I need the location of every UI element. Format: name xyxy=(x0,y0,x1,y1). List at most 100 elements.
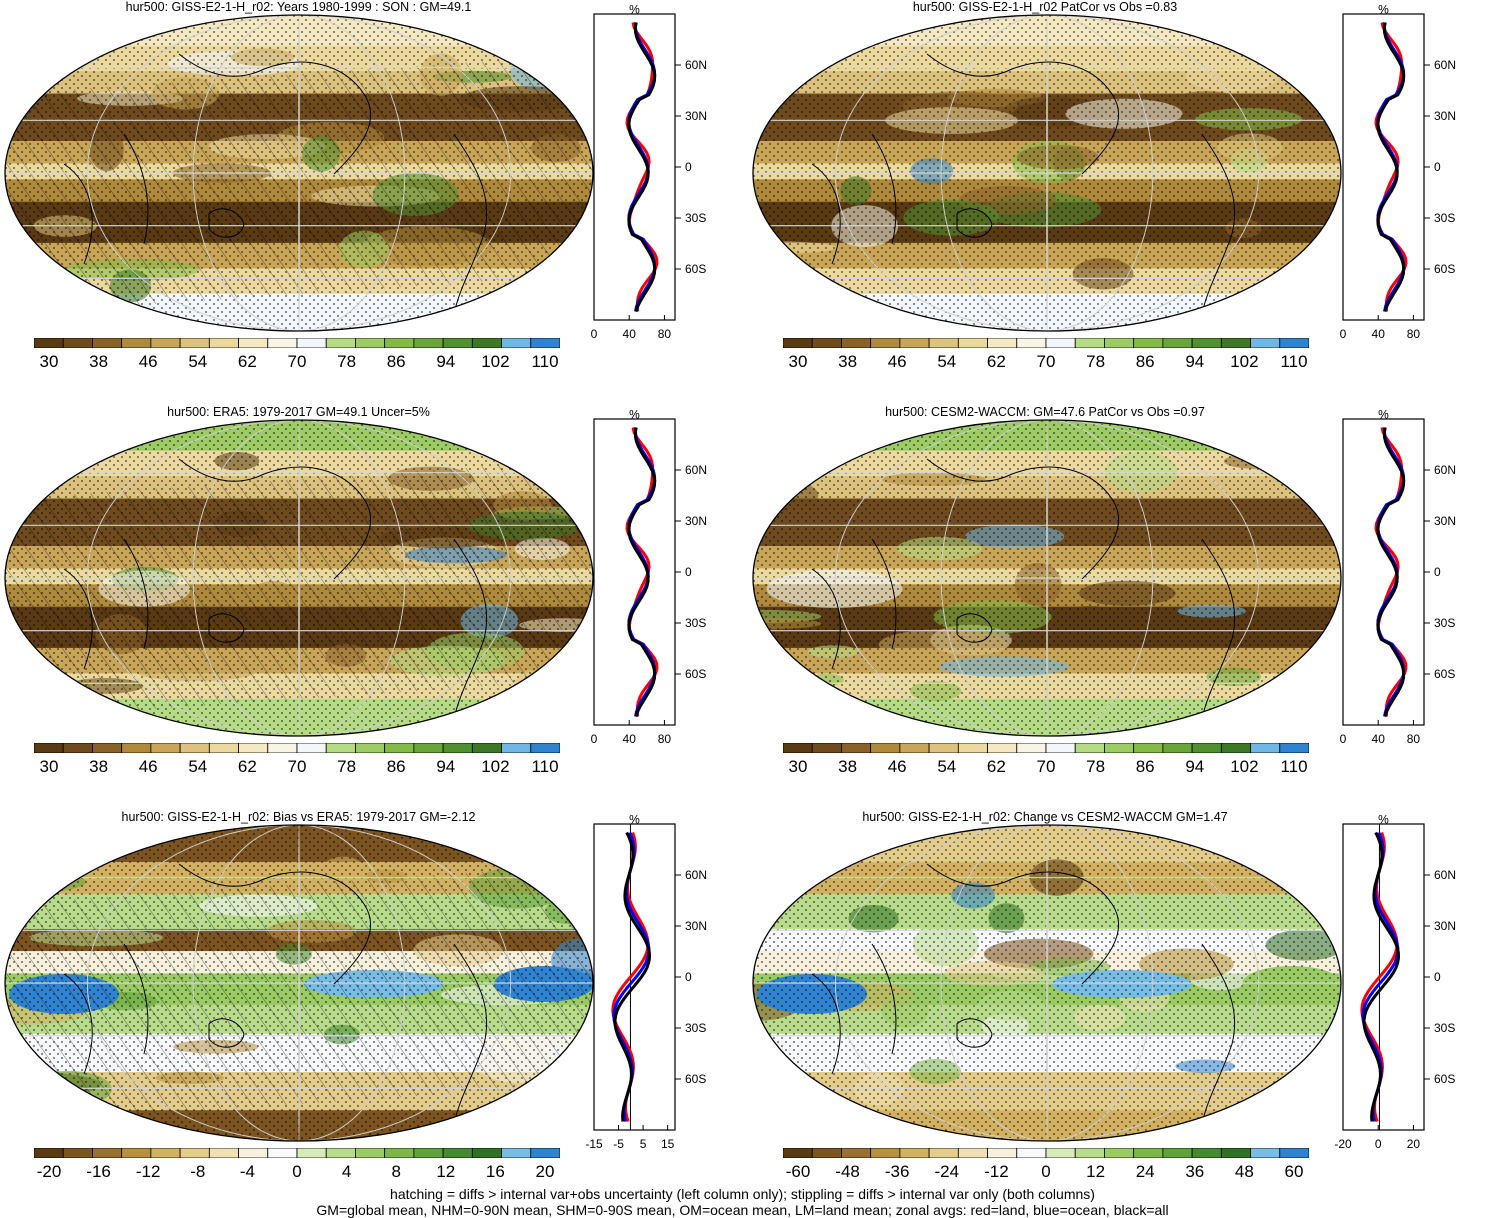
colorbar-tick-label: -20 xyxy=(36,1162,62,1181)
colorbar-swatch xyxy=(1279,1148,1309,1158)
colorbar-swatch xyxy=(92,338,123,348)
colorbar-swatch xyxy=(471,1148,502,1158)
colorbar-swatch xyxy=(1133,743,1164,753)
x-tick-label: 0 xyxy=(1340,732,1347,746)
latitude-tick-label: 0 xyxy=(1434,970,1441,984)
colorbar-swatch xyxy=(928,743,959,753)
colorbar-swatch xyxy=(62,338,93,348)
colorbar-swatch xyxy=(1162,743,1193,753)
colorbar xyxy=(783,1148,1309,1158)
colorbar-tick-label: 38 xyxy=(89,757,109,776)
colorbar-tick-label: 110 xyxy=(531,352,559,371)
latitude-tick-label: 60S xyxy=(685,262,706,276)
colorbar-swatch xyxy=(34,1148,64,1158)
colorbar-swatch xyxy=(296,743,327,753)
colorbar-swatch xyxy=(899,338,930,348)
colorbar-swatch xyxy=(413,743,444,753)
global-map xyxy=(752,419,1342,737)
colorbar-swatch xyxy=(530,743,560,753)
latitude-tick-label: 30N xyxy=(1434,919,1456,933)
colorbar-swatch xyxy=(957,338,988,348)
panel-title: hur500: GISS-E2-1-H_r02: Bias vs ERA5: 1… xyxy=(121,810,476,824)
latitude-tick-label: 30S xyxy=(685,1021,706,1035)
colorbar-swatch xyxy=(34,743,64,753)
zonal-mean-plot: % 60N 30N 0 30S 60S 0 40 80 xyxy=(580,3,707,348)
colorbar-swatch xyxy=(325,338,356,348)
colorbar-swatch xyxy=(928,338,959,348)
colorbar-tick-label: 70 xyxy=(1036,757,1056,776)
colorbar-swatch xyxy=(325,743,356,753)
colorbar-swatch xyxy=(208,1148,239,1158)
colorbar-tick-label: 46 xyxy=(887,352,907,371)
zonal-unit-label: % xyxy=(629,813,640,827)
colorbar-swatch xyxy=(1250,338,1281,348)
colorbar-tick-label: 94 xyxy=(436,352,456,371)
latitude-tick-label: 60N xyxy=(685,58,707,72)
colorbar-swatch xyxy=(442,338,473,348)
colorbar-tick-label: 54 xyxy=(937,352,957,371)
colorbar-tick-label: 20 xyxy=(535,1162,555,1181)
colorbar-tick-label: 102 xyxy=(1230,757,1259,776)
colorbar-swatch xyxy=(267,338,298,348)
colorbar-swatch xyxy=(208,743,239,753)
colorbar-swatch xyxy=(179,743,210,753)
colorbar-swatch xyxy=(1162,1148,1193,1158)
colorbar-tick-label: 60 xyxy=(1284,1162,1304,1181)
colorbar-tick-label: 38 xyxy=(838,757,858,776)
latitude-tick-label: 60S xyxy=(685,1072,706,1086)
colorbar-swatch xyxy=(501,743,532,753)
x-tick-label: 0 xyxy=(591,327,598,341)
colorbar-swatch xyxy=(811,743,842,753)
colorbar xyxy=(34,1148,560,1158)
colorbar-tick-label: 62 xyxy=(986,757,1006,776)
colorbar-tick-label: -12 xyxy=(984,1162,1009,1181)
colorbar-swatch xyxy=(384,338,415,348)
colorbar-swatch xyxy=(1074,338,1105,348)
colorbar-swatch xyxy=(267,1148,298,1158)
colorbar-swatch xyxy=(783,338,813,348)
latitude-tick-label: 60N xyxy=(1434,868,1456,882)
x-tick-label: 5 xyxy=(640,1137,647,1151)
colorbar-tick-label: 94 xyxy=(1185,757,1205,776)
latitude-tick-label: 60S xyxy=(1434,262,1455,276)
colorbar xyxy=(783,743,1309,753)
global-map xyxy=(752,14,1342,332)
colorbar-swatch xyxy=(841,338,872,348)
colorbar-tick-label: 4 xyxy=(341,1162,352,1181)
colorbar-tick-label: -24 xyxy=(934,1162,960,1181)
colorbar-swatch xyxy=(296,338,327,348)
colorbar-swatch xyxy=(267,743,298,753)
zonal-mean-plot: % 60N 30N 0 30S 60S 0 40 80 xyxy=(580,408,707,753)
colorbar-tick-label: 24 xyxy=(1135,1162,1155,1181)
colorbar-tick-label: 62 xyxy=(986,352,1006,371)
colorbar-swatch xyxy=(957,743,988,753)
colorbar-swatch xyxy=(501,338,532,348)
colorbar-tick-label: 62 xyxy=(237,757,257,776)
colorbar-swatch xyxy=(811,338,842,348)
colorbar-swatch xyxy=(957,1148,988,1158)
colorbar-swatch xyxy=(413,1148,444,1158)
colorbar xyxy=(34,743,560,753)
colorbar-swatch xyxy=(384,743,415,753)
x-tick-label: 40 xyxy=(1372,732,1386,746)
colorbar-tick-label: 12 xyxy=(1086,1162,1106,1181)
latitude-tick-label: 30N xyxy=(685,514,707,528)
colorbar-swatch xyxy=(1250,1148,1281,1158)
colorbar-swatch xyxy=(1074,743,1105,753)
colorbar-swatch xyxy=(238,1148,269,1158)
colorbar-tick-label: 94 xyxy=(1185,352,1205,371)
colorbar-tick-label: 46 xyxy=(887,757,907,776)
all-zonal-curve xyxy=(1376,22,1406,312)
latitude-tick-label: 0 xyxy=(1434,160,1441,174)
latitude-tick-label: 30S xyxy=(1434,211,1455,225)
latitude-tick-label: 0 xyxy=(1434,565,1441,579)
colorbar xyxy=(34,338,560,348)
panel-title: hur500: GISS-E2-1-H_r02: Years 1980-1999… xyxy=(125,0,472,14)
colorbar-swatch xyxy=(841,1148,872,1158)
global-map xyxy=(752,824,1342,1142)
colorbar-swatch xyxy=(1104,1148,1135,1158)
x-tick-label: 20 xyxy=(1407,1137,1421,1151)
colorbar-tick-label: 0 xyxy=(292,1162,302,1181)
colorbar-swatch xyxy=(1191,1148,1222,1158)
colorbar-labels: 30 38 46 54 62 70 78 86 94 102 110 xyxy=(34,757,560,779)
